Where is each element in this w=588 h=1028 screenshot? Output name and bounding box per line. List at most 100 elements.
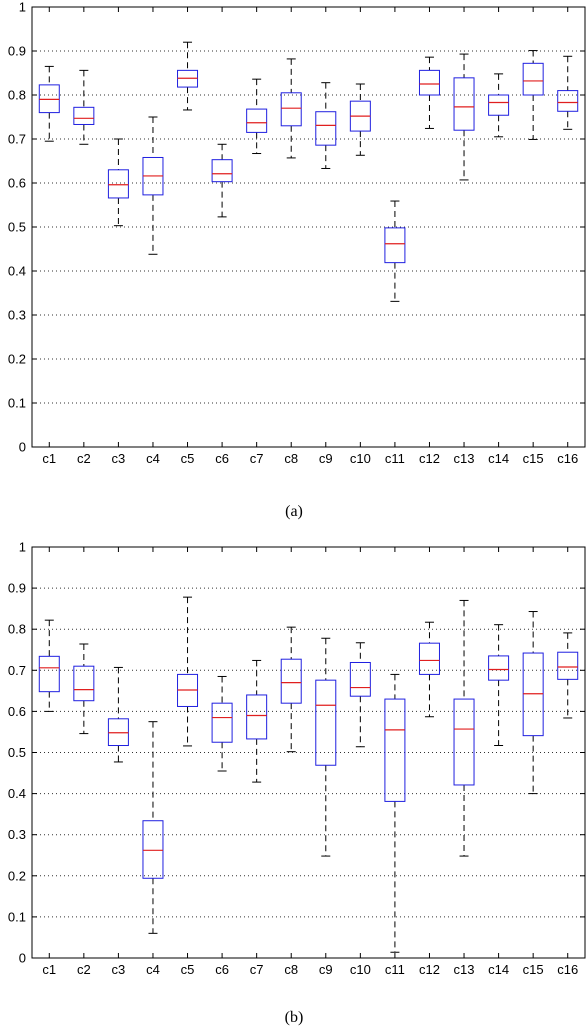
box-c15 xyxy=(522,611,544,795)
iqr-box xyxy=(418,69,440,96)
box-c5 xyxy=(177,596,199,747)
box-c6 xyxy=(211,143,233,218)
x-tick-label: c6 xyxy=(215,962,229,977)
iqr-box xyxy=(107,718,129,747)
caption-a: (a) xyxy=(285,503,303,520)
box-c2 xyxy=(73,69,95,145)
iqr-box xyxy=(557,651,579,680)
box-c8 xyxy=(280,58,302,159)
iqr-box xyxy=(522,652,544,737)
x-tick-label: c1 xyxy=(42,962,56,977)
y-tick-label: 0.3 xyxy=(8,308,26,323)
x-tick-label: c7 xyxy=(250,451,264,466)
box-c12 xyxy=(418,621,440,718)
iqr-box xyxy=(211,159,233,183)
box-c13 xyxy=(453,599,475,857)
box-c10 xyxy=(349,642,371,748)
x-tick-label: c8 xyxy=(284,962,298,977)
box-c11 xyxy=(384,200,406,302)
y-tick-label: 0.9 xyxy=(8,44,26,59)
box-c2 xyxy=(73,643,95,735)
y-tick-label: 1 xyxy=(19,0,26,15)
iqr-box xyxy=(315,111,337,146)
boxplot-b: 0 0.1 0.2 0.3 0.4 0.5 0.6 0.7 0.8 0.9 1 c1 c2 c3 c4 c5 c… xyxy=(8,540,586,977)
x-tick-label: c2 xyxy=(77,962,91,977)
y-tick-label: 0.1 xyxy=(8,909,26,924)
x-tick-label: c11 xyxy=(385,451,405,466)
iqr-box xyxy=(280,658,302,704)
x-tick-label: c13 xyxy=(454,451,475,466)
iqr-box xyxy=(349,661,371,697)
iqr-box xyxy=(418,642,440,675)
x-tick-label: c13 xyxy=(454,962,475,977)
y-tick-label: 0.2 xyxy=(8,352,26,367)
box-c14 xyxy=(488,73,510,138)
box-c12 xyxy=(418,56,440,129)
x-tick-label: c3 xyxy=(112,451,126,466)
y-tick-label: 0.7 xyxy=(8,663,26,678)
iqr-box xyxy=(246,694,268,740)
box-c16 xyxy=(557,55,579,130)
y-tick-label: 0.6 xyxy=(8,176,26,191)
box-c8 xyxy=(280,626,302,753)
x-tick-label: c16 xyxy=(557,962,578,977)
boxplot-a: 0 0.1 0.2 0.3 0.4 0.5 0.6 0.7 0.8 0.9 1 c1 c2 c3 c4 c5 c… xyxy=(8,0,586,466)
x-tick-label: c9 xyxy=(319,451,333,466)
iqr-box xyxy=(211,702,233,743)
box-c5 xyxy=(177,41,199,111)
iqr-box xyxy=(453,77,475,131)
x-tick-label: c8 xyxy=(284,451,298,466)
x-tick-label: c11 xyxy=(385,962,405,977)
plot-frame xyxy=(31,546,586,959)
y-tick-label: 0.6 xyxy=(8,704,26,719)
iqr-box xyxy=(142,820,164,879)
x-tick-label: c7 xyxy=(250,962,264,977)
iqr-box xyxy=(384,698,406,802)
y-tick-label: 0.5 xyxy=(8,745,26,760)
y-tick-label: 0.3 xyxy=(8,827,26,842)
box-c7 xyxy=(246,78,268,155)
box-c14 xyxy=(488,624,510,747)
x-tick-label: c1 xyxy=(42,451,56,466)
box-c4 xyxy=(142,721,164,934)
x-tick-label: c12 xyxy=(419,451,440,466)
x-tick-label: c9 xyxy=(319,962,333,977)
x-tick-label: c5 xyxy=(181,962,195,977)
x-tick-label: c4 xyxy=(146,451,160,466)
y-tick-label: 0.7 xyxy=(8,132,26,147)
y-tick-label: 0.5 xyxy=(8,220,26,235)
iqr-box xyxy=(73,106,95,125)
box-c1 xyxy=(38,65,60,142)
iqr-box xyxy=(488,655,510,681)
box-c3 xyxy=(107,138,129,227)
box-c9 xyxy=(315,82,337,169)
iqr-box xyxy=(107,169,129,199)
iqr-box xyxy=(384,227,406,264)
box-c6 xyxy=(211,675,233,772)
y-tick-label: 0.4 xyxy=(8,264,26,279)
box-c4 xyxy=(142,116,164,255)
y-tick-label: 0.1 xyxy=(8,396,26,411)
x-tick-label: c3 xyxy=(112,962,126,977)
y-tick-label: 0 xyxy=(19,951,26,966)
box-c15 xyxy=(522,50,544,140)
iqr-box xyxy=(453,698,475,786)
x-tick-label: c15 xyxy=(523,451,544,466)
box-c13 xyxy=(453,53,475,181)
iqr-box xyxy=(38,84,60,114)
caption-b: (b) xyxy=(285,1009,304,1026)
x-tick-label: c5 xyxy=(181,451,195,466)
y-tick-label: 0.8 xyxy=(8,622,26,637)
box-c1 xyxy=(38,619,60,712)
x-tick-label: c2 xyxy=(77,451,91,466)
plot-frame xyxy=(31,6,586,448)
iqr-box xyxy=(522,62,544,96)
box-c9 xyxy=(315,637,337,857)
x-tick-label: c10 xyxy=(350,962,371,977)
box-c3 xyxy=(107,666,129,763)
y-tick-label: 0.4 xyxy=(8,786,26,801)
box-c10 xyxy=(349,83,371,156)
x-tick-label: c12 xyxy=(419,962,440,977)
x-tick-label: c6 xyxy=(215,451,229,466)
